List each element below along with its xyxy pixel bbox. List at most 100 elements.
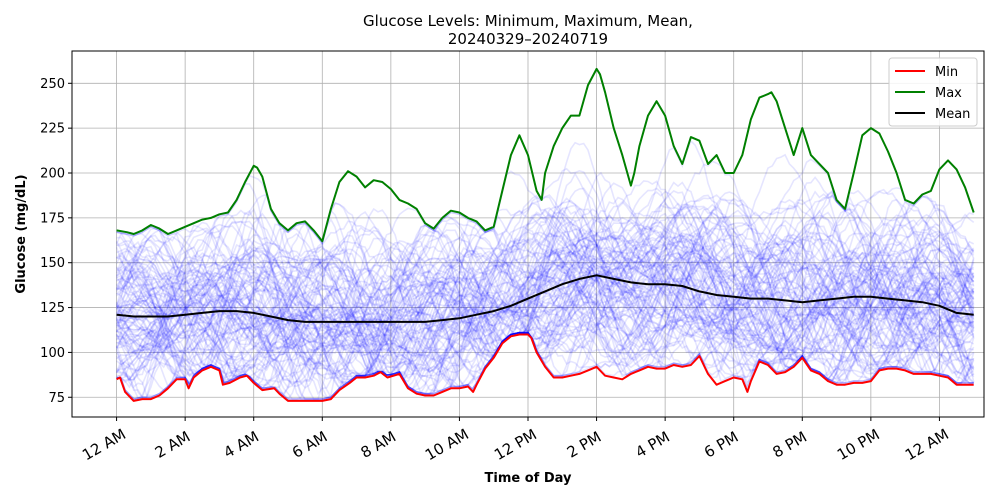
glucose-trace: [115, 199, 975, 381]
y-tick-label: 100: [40, 346, 65, 361]
glucose-trace: [116, 277, 975, 384]
glucose-trace: [115, 246, 975, 397]
glucose-trace: [115, 190, 975, 328]
glucose-trace: [116, 139, 974, 357]
glucose-trace: [115, 200, 975, 339]
glucose-trace: [116, 232, 975, 401]
glucose-trace: [115, 187, 974, 374]
glucose-trace: [116, 223, 974, 400]
min-line: [116, 333, 974, 402]
glucose-trace: [116, 190, 975, 340]
glucose-trace: [115, 227, 975, 395]
series-lines: [116, 67, 975, 402]
glucose-trace: [116, 201, 975, 354]
glucose-trace: [115, 192, 975, 364]
glucose-trace: [116, 194, 975, 369]
chart-title-line2: 20240329–20240719: [448, 30, 608, 48]
glucose-trace: [116, 228, 974, 390]
glucose-trace: [115, 247, 974, 347]
glucose-trace: [116, 176, 975, 380]
legend-box: [888, 57, 978, 127]
glucose-trace: [116, 267, 975, 380]
glucose-trace: [115, 194, 975, 370]
glucose-trace: [116, 204, 975, 397]
glucose-trace: [115, 194, 975, 332]
glucose-trace: [115, 267, 975, 399]
glucose-trace: [115, 174, 975, 384]
background-traces: [115, 139, 975, 401]
glucose-trace: [116, 204, 975, 335]
y-tick-label: 75: [48, 391, 65, 406]
x-axis-label: Time of Day: [485, 471, 572, 486]
y-tick-label: 200: [40, 167, 65, 182]
glucose-trace: [116, 255, 974, 390]
glucose-trace: [116, 227, 975, 381]
glucose-trace: [116, 244, 975, 379]
glucose-trace: [116, 242, 975, 387]
glucose-trace: [116, 248, 975, 399]
glucose-trace: [115, 245, 975, 391]
glucose-trace: [115, 194, 975, 387]
glucose-trace: [116, 215, 975, 370]
glucose-trace: [115, 251, 975, 400]
glucose-trace: [116, 226, 975, 348]
glucose-trace: [115, 218, 974, 382]
grid-lines: [72, 51, 984, 417]
glucose-trace: [116, 201, 975, 377]
glucose-trace: [116, 256, 974, 400]
glucose-trace: [116, 190, 975, 347]
chart-title-line1: Glucose Levels: Minimum, Maximum, Mean,: [363, 12, 693, 30]
glucose-trace: [116, 245, 974, 384]
legend: Min Max Mean: [888, 57, 978, 127]
glucose-trace: [116, 224, 975, 381]
glucose-trace: [116, 220, 975, 400]
glucose-trace: [115, 271, 975, 391]
glucose-trace: [116, 197, 975, 343]
glucose-trace: [115, 171, 975, 396]
glucose-trace: [116, 233, 974, 354]
glucose-trace: [115, 243, 975, 384]
glucose-trace: [115, 204, 975, 349]
y-axis-label: Glucose (mg/dL): [14, 174, 29, 293]
glucose-trace: [116, 228, 975, 390]
glucose-trace: [116, 202, 975, 374]
glucose-trace: [116, 205, 975, 376]
glucose-trace: [116, 265, 974, 384]
y-tick-label: 250: [40, 77, 65, 92]
glucose-trace: [116, 219, 975, 305]
y-axis-ticks: 75 100 125 150 175 200 225 250: [40, 77, 72, 406]
glucose-trace: [116, 261, 975, 400]
glucose-trace: [116, 269, 974, 392]
glucose-trace: [115, 172, 975, 400]
glucose-trace: [116, 191, 975, 382]
glucose-trace: [116, 251, 975, 394]
glucose-trace: [116, 250, 974, 386]
glucose-trace: [116, 153, 975, 383]
glucose-trace: [115, 195, 975, 353]
glucose-trace: [116, 231, 975, 400]
glucose-trace: [115, 230, 975, 355]
glucose-trace: [115, 170, 975, 386]
glucose-trace: [116, 197, 974, 395]
y-tick-label: 175: [40, 211, 65, 226]
glucose-trace: [115, 232, 975, 395]
glucose-trace: [115, 250, 975, 400]
y-tick-label: 225: [40, 122, 65, 137]
glucose-trace: [116, 218, 975, 338]
glucose-trace: [116, 239, 975, 382]
glucose-trace: [115, 199, 975, 376]
glucose-trace: [116, 249, 975, 340]
glucose-trace: [115, 210, 975, 384]
glucose-trace: [116, 181, 975, 364]
glucose-trace: [116, 182, 975, 395]
glucose-trace: [116, 207, 975, 382]
glucose-trace: [115, 217, 974, 400]
max-line: [116, 67, 975, 243]
glucose-trace: [115, 212, 974, 388]
glucose-trace: [115, 238, 975, 373]
glucose-trace: [116, 260, 974, 378]
glucose-trace: [116, 253, 975, 386]
y-tick-label: 150: [40, 256, 65, 271]
glucose-trace: [115, 193, 975, 357]
glucose-trace: [115, 187, 975, 349]
